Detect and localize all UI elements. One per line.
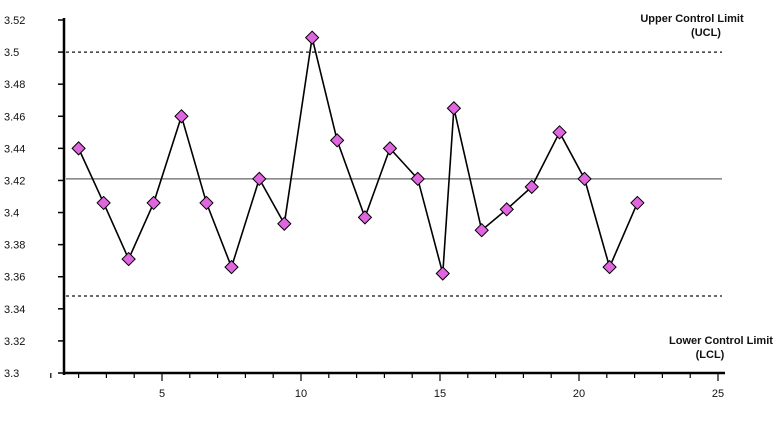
- data-point: [474, 222, 489, 238]
- data-point: [435, 266, 450, 281]
- ucl-label-line1: Upper Control Limit: [640, 13, 744, 25]
- y-tick-label: 3.38: [4, 240, 25, 252]
- data-point: [71, 141, 86, 156]
- x-tick-label: 25: [712, 388, 724, 400]
- x-tick-label: 20: [573, 388, 585, 400]
- y-tick-label: 3.36: [4, 272, 25, 284]
- data-point: [304, 30, 320, 45]
- data-point: [630, 195, 645, 211]
- y-tick-label: 3.4: [4, 208, 19, 220]
- data-point: [577, 171, 592, 187]
- data-point: [524, 179, 539, 195]
- data-point: [602, 259, 617, 275]
- data-point: [277, 216, 292, 231]
- y-tick-labels: 3.3 3.32 3.34 3.36 3.38 3.4 3.42 3.44 3.46 3.48 3.…: [4, 15, 25, 380]
- y-tick-label: 3.48: [4, 79, 25, 91]
- y-tick-label: 3.34: [4, 304, 25, 316]
- series-line: [77, 37, 639, 274]
- data-point: [410, 171, 425, 187]
- x-tick-labels: 5 10 15 20 25: [159, 388, 724, 400]
- lcl-label-line2: (LCL): [696, 349, 725, 361]
- y-tick-label: 3.42: [4, 175, 25, 187]
- data-point: [96, 195, 111, 211]
- data-point: [499, 202, 514, 217]
- data-point: [382, 141, 398, 156]
- ucl-label-line2: (UCL): [691, 27, 721, 39]
- lcl-label-line1: Lower Control Limit: [669, 335, 773, 347]
- data-points: [71, 30, 645, 281]
- y-tick-label: 3.5: [4, 47, 19, 59]
- y-tick-label: 3.44: [4, 143, 25, 155]
- data-point: [224, 259, 239, 275]
- data-point: [174, 109, 189, 124]
- y-tick-label: 3.3: [4, 368, 19, 380]
- data-point: [446, 101, 462, 116]
- y-tick-label: 3.52: [4, 15, 25, 27]
- x-tick-label: 10: [295, 388, 307, 400]
- x-tick-label: 5: [159, 388, 165, 400]
- data-point: [552, 125, 567, 140]
- data-point: [357, 210, 373, 225]
- data-point: [146, 195, 161, 211]
- y-tick-label: 3.32: [4, 336, 25, 348]
- data-point: [199, 195, 214, 211]
- x-ticks: [50, 373, 719, 381]
- data-point: [329, 133, 345, 148]
- data-point: [121, 251, 136, 267]
- y-tick-label: 3.46: [4, 111, 25, 123]
- data-point: [252, 171, 267, 187]
- x-tick-label: 15: [434, 388, 446, 400]
